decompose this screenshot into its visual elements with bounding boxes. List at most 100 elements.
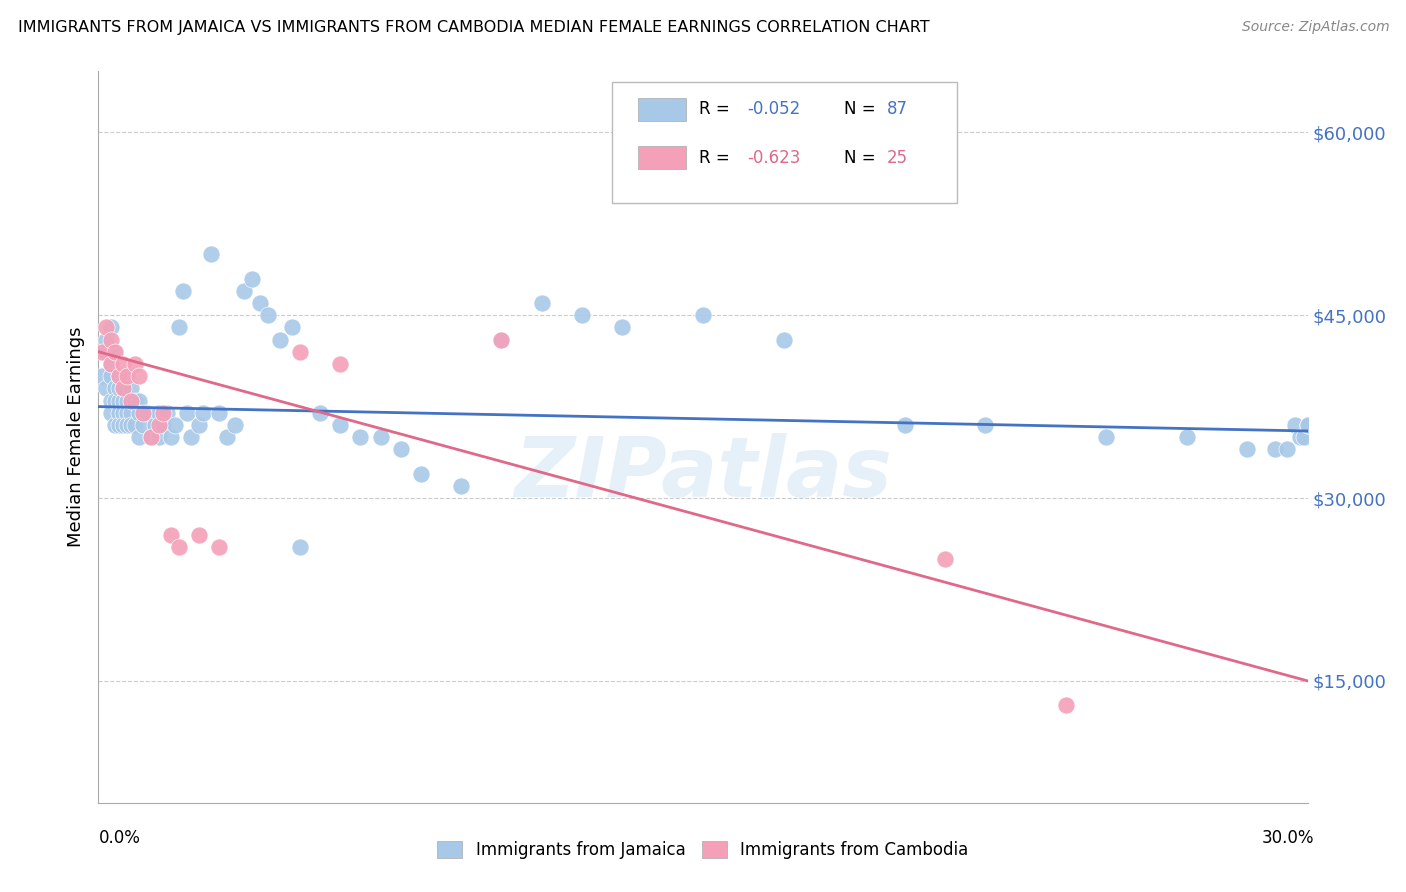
Point (148, 430, 170, 444)
Text: R =: R = (699, 149, 735, 167)
Point (100, 393, 122, 408)
Point (120, 393, 142, 408)
Text: ZIPatlas: ZIPatlas (515, 434, 891, 514)
Point (115, 393, 138, 408)
Point (115, 417, 138, 432)
Point (288, 344, 311, 359)
Point (974, 417, 997, 432)
Point (370, 430, 392, 444)
Point (143, 417, 166, 432)
Point (124, 357, 146, 371)
Point (389, 442, 412, 457)
Point (309, 406, 332, 420)
Point (1296, 417, 1319, 432)
Text: -0.052: -0.052 (748, 101, 801, 119)
Point (269, 333, 291, 347)
Point (1296, 417, 1319, 432)
Point (111, 381, 134, 395)
Point (103, 344, 125, 359)
Point (180, 430, 202, 444)
Point (128, 369, 150, 384)
Point (160, 527, 183, 541)
Point (96, 344, 118, 359)
Point (128, 393, 150, 408)
Point (934, 552, 956, 566)
Point (91, 344, 114, 359)
Point (240, 271, 263, 285)
Point (120, 381, 142, 395)
Point (96, 333, 118, 347)
Point (160, 430, 183, 444)
Point (172, 284, 194, 298)
Point (139, 430, 162, 444)
Point (893, 417, 915, 432)
Point (530, 296, 553, 310)
Point (100, 357, 122, 371)
Point (128, 430, 150, 444)
Point (1264, 442, 1286, 457)
Point (450, 479, 472, 493)
Point (132, 417, 155, 432)
Point (167, 320, 190, 334)
Y-axis label: Median Female Earnings: Median Female Earnings (66, 326, 84, 548)
Point (772, 333, 794, 347)
Point (132, 406, 155, 420)
Point (692, 308, 714, 322)
Point (249, 296, 271, 310)
Point (491, 333, 513, 347)
Point (103, 417, 125, 432)
Point (103, 344, 125, 359)
Point (148, 406, 170, 420)
Point (120, 406, 142, 420)
Point (156, 406, 179, 420)
Text: R =: R = (699, 101, 735, 119)
Point (1284, 417, 1306, 432)
Point (163, 417, 186, 432)
Point (111, 417, 134, 432)
Point (111, 406, 134, 420)
Point (152, 417, 174, 432)
Point (96, 381, 118, 395)
Point (491, 333, 513, 347)
Point (107, 369, 129, 384)
FancyBboxPatch shape (613, 82, 957, 203)
Point (111, 393, 134, 408)
Point (281, 320, 304, 334)
Point (103, 393, 125, 408)
Text: Source: ZipAtlas.com: Source: ZipAtlas.com (1241, 20, 1389, 34)
Point (1288, 430, 1310, 444)
Point (1296, 417, 1319, 432)
Point (135, 406, 157, 420)
Point (100, 406, 122, 420)
Point (128, 406, 150, 420)
Point (111, 381, 134, 395)
Point (256, 308, 278, 322)
Point (107, 417, 129, 432)
Point (115, 406, 138, 420)
Point (1236, 442, 1258, 457)
Point (188, 527, 211, 541)
Point (111, 369, 134, 384)
Point (124, 417, 146, 432)
Point (217, 430, 239, 444)
Text: -0.623: -0.623 (748, 149, 801, 167)
Point (124, 393, 146, 408)
Text: 25: 25 (887, 149, 908, 167)
Point (111, 357, 134, 371)
Text: N =: N = (845, 101, 882, 119)
FancyBboxPatch shape (638, 146, 686, 169)
Point (107, 381, 129, 395)
Text: 87: 87 (887, 101, 908, 119)
Point (100, 357, 122, 371)
Point (107, 406, 129, 420)
Point (329, 357, 352, 371)
Point (571, 308, 593, 322)
Point (224, 417, 246, 432)
Text: 30.0%: 30.0% (1263, 829, 1315, 847)
Point (288, 540, 311, 554)
Point (200, 247, 222, 261)
Point (139, 430, 162, 444)
Point (329, 417, 352, 432)
Point (100, 333, 122, 347)
Point (167, 540, 190, 554)
